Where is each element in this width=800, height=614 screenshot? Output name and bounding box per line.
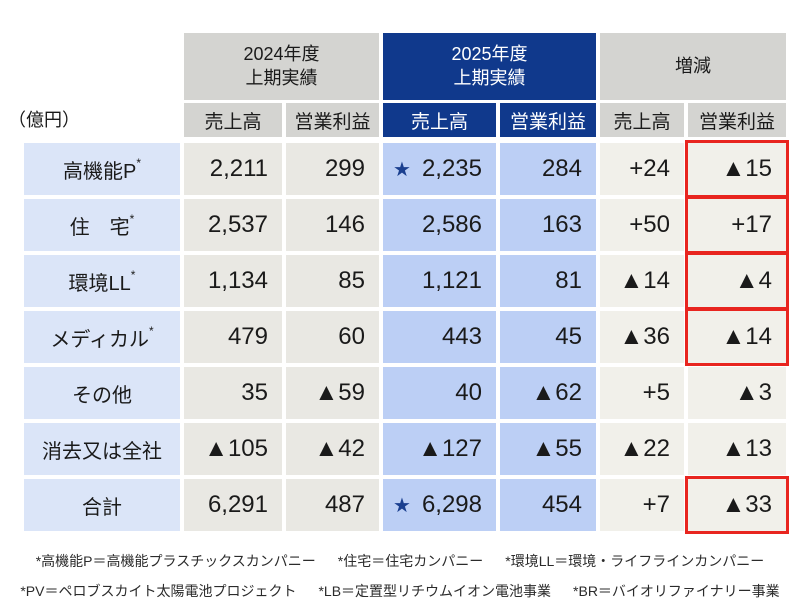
cell-2025-sales-value: 2,235 bbox=[421, 155, 482, 182]
table-row-total: 合計 6,291 487 ★ 6,298 454 +7 ▲33 bbox=[24, 479, 790, 531]
table-row-sonota: その他 35 ▲59 40 ▲62 +5 ▲3 bbox=[24, 367, 790, 419]
cell-change-op-highlighted: ▲33 bbox=[688, 479, 786, 531]
subheader-spacer bbox=[24, 103, 180, 137]
cell-change-op-highlighted: ▲14 bbox=[688, 311, 786, 363]
header-fy2025: 2025年度 上期実績 bbox=[383, 33, 596, 100]
footnote-line-1: *高機能P＝高機能プラスチックスカンパニー *住宅＝住宅カンパニー *環境LL＝環境… bbox=[0, 551, 800, 571]
cell-2024-op: ▲42 bbox=[286, 423, 379, 475]
row-label-text: 合計 bbox=[82, 496, 122, 519]
footnote-kokino-p: *高機能P＝高機能プラスチックスカンパニー bbox=[35, 553, 316, 569]
unit-label: （億円） bbox=[8, 110, 80, 130]
cell-change-op-highlighted: ▲15 bbox=[688, 143, 786, 195]
header-fy2024-line2: 上期実績 bbox=[245, 67, 318, 88]
table-row-kokino-p: 高機能P * 2,211 299 ★ 2,235 284 +24 ▲15 bbox=[24, 143, 790, 195]
row-label: 合計 bbox=[24, 479, 180, 531]
footnote-lb: *LB＝定置型リチウムイオン電池事業 bbox=[318, 583, 552, 599]
cell-2025-sales: 1,121 bbox=[383, 255, 496, 307]
cell-change-sales: ▲22 bbox=[600, 423, 684, 475]
cell-change-sales: +50 bbox=[600, 199, 684, 251]
row-label: その他 bbox=[24, 367, 180, 419]
segment-results-table: 2024年度 上期実績 2025年度 上期実績 増減 売上高 営業利益 売上高 … bbox=[24, 33, 790, 535]
cell-change-op: ▲3 bbox=[688, 367, 786, 419]
cell-2024-op: ▲59 bbox=[286, 367, 379, 419]
table-row-shokyo-zensha: 消去又は全社 ▲105 ▲42 ▲127 ▲55 ▲22 ▲13 bbox=[24, 423, 790, 475]
header-fy2024: 2024年度 上期実績 bbox=[184, 33, 379, 100]
cell-2024-op: 85 bbox=[286, 255, 379, 307]
cell-change-op-highlighted: +17 bbox=[688, 199, 786, 251]
star-icon: ★ bbox=[393, 158, 411, 181]
cell-2024-op: 60 bbox=[286, 311, 379, 363]
subheader-2025-sales: 売上高 bbox=[383, 103, 496, 137]
sub-header-row: 売上高 営業利益 売上高 営業利益 売上高 営業利益 bbox=[24, 103, 790, 137]
cell-2024-op: 299 bbox=[286, 143, 379, 195]
subheader-change-op: 営業利益 bbox=[688, 103, 786, 137]
cell-2024-sales: 2,537 bbox=[184, 199, 282, 251]
cell-2024-sales: 2,211 bbox=[184, 143, 282, 195]
asterisk: * bbox=[129, 212, 135, 226]
cell-2024-sales: 6,291 bbox=[184, 479, 282, 531]
subheader-2025-op: 営業利益 bbox=[500, 103, 596, 137]
row-label-text: その他 bbox=[72, 384, 132, 407]
cell-change-op-highlighted: ▲4 bbox=[688, 255, 786, 307]
table-row-kankyo-ll: 環境LL * 1,134 85 1,121 81 ▲14 ▲4 bbox=[24, 255, 790, 307]
asterisk: * bbox=[130, 268, 136, 282]
cell-2024-sales: ▲105 bbox=[184, 423, 282, 475]
cell-2025-op: ▲62 bbox=[500, 367, 596, 419]
cell-2025-op: 284 bbox=[500, 143, 596, 195]
subheader-2024-sales: 売上高 bbox=[184, 103, 282, 137]
cell-2025-op: ▲55 bbox=[500, 423, 596, 475]
footnote-pv: *PV＝ペロブスカイト太陽電池プロジェクト bbox=[20, 583, 297, 599]
row-label-text: 消去又は全社 bbox=[42, 440, 162, 463]
header-change: 増減 bbox=[600, 33, 786, 100]
group-header-row: 2024年度 上期実績 2025年度 上期実績 増減 bbox=[24, 33, 790, 100]
cell-2025-op: 45 bbox=[500, 311, 596, 363]
footnote-jutaku: *住宅＝住宅カンパニー bbox=[337, 553, 484, 569]
row-label: 環境LL * bbox=[24, 255, 180, 307]
cell-2024-sales: 479 bbox=[184, 311, 282, 363]
cell-2024-sales: 1,134 bbox=[184, 255, 282, 307]
asterisk: * bbox=[136, 156, 141, 170]
subheader-change-sales: 売上高 bbox=[600, 103, 684, 137]
row-label: 消去又は全社 bbox=[24, 423, 180, 475]
footnote-br: *BR＝バイオリファイナリー事業 bbox=[573, 583, 780, 599]
header-fy2024-line1: 2024年度 bbox=[243, 43, 320, 64]
cell-2025-sales: ★ 2,235 bbox=[383, 143, 496, 195]
cell-change-sales: +24 bbox=[600, 143, 684, 195]
cell-2025-sales-value: 6,298 bbox=[421, 491, 482, 518]
cell-2025-sales: 2,586 bbox=[383, 199, 496, 251]
cell-2025-op: 454 bbox=[500, 479, 596, 531]
row-label-text: メディカル bbox=[50, 328, 149, 351]
table-row-medical: メディカル * 479 60 443 45 ▲36 ▲14 bbox=[24, 311, 790, 363]
cell-change-op: ▲13 bbox=[688, 423, 786, 475]
header-fy2025-line2: 上期実績 bbox=[453, 67, 526, 88]
cell-change-sales: ▲36 bbox=[600, 311, 684, 363]
header-change-label: 増減 bbox=[675, 55, 711, 76]
cell-change-sales: ▲14 bbox=[600, 255, 684, 307]
cell-change-sales: +7 bbox=[600, 479, 684, 531]
row-label: メディカル * bbox=[24, 311, 180, 363]
table-row-jutaku: 住 宅 * 2,537 146 2,586 163 +50 +17 bbox=[24, 199, 790, 251]
footnote-kankyo-ll: *環境LL＝環境・ライフラインカンパニー bbox=[505, 553, 765, 569]
row-label-text: 高機能P bbox=[62, 160, 137, 183]
header-fy2025-line1: 2025年度 bbox=[451, 43, 528, 64]
cell-change-sales: +5 bbox=[600, 367, 684, 419]
star-icon: ★ bbox=[393, 494, 411, 517]
subheader-2024-op: 営業利益 bbox=[286, 103, 379, 137]
cell-2025-op: 163 bbox=[500, 199, 596, 251]
cell-2024-sales: 35 bbox=[184, 367, 282, 419]
asterisk: * bbox=[148, 324, 154, 338]
cell-2025-op: 81 bbox=[500, 255, 596, 307]
row-label: 高機能P * bbox=[24, 143, 180, 195]
cell-2025-sales: ▲127 bbox=[383, 423, 496, 475]
row-label: 住 宅 * bbox=[24, 199, 180, 251]
cell-2025-sales: 40 bbox=[383, 367, 496, 419]
footnote-line-2: *PV＝ペロブスカイト太陽電池プロジェクト *LB＝定置型リチウムイオン電池事業 *… bbox=[0, 581, 800, 601]
cell-2025-sales: ★ 6,298 bbox=[383, 479, 496, 531]
row-label-text: 環境LL bbox=[68, 272, 131, 295]
cell-2025-sales: 443 bbox=[383, 311, 496, 363]
row-label-text: 住 宅 bbox=[69, 216, 130, 239]
cell-2024-op: 487 bbox=[286, 479, 379, 531]
cell-2024-op: 146 bbox=[286, 199, 379, 251]
